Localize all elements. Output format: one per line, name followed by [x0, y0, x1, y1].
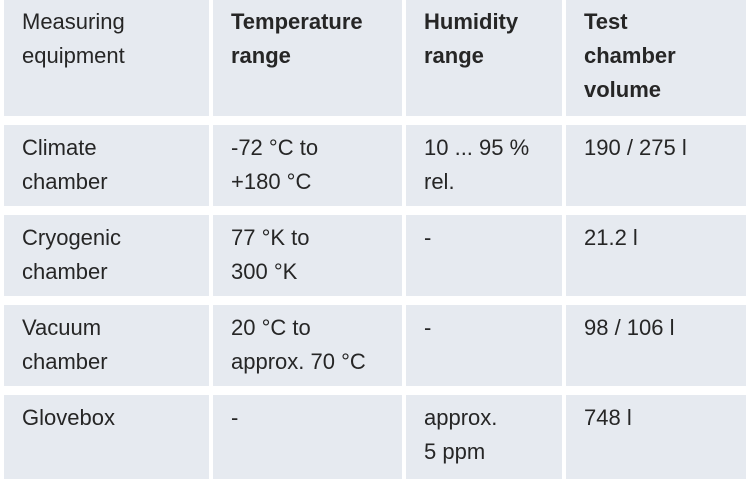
header-text-line: Measuring — [22, 9, 125, 34]
header-text-line: Test — [584, 9, 628, 34]
cell-text-line: Climate — [22, 135, 97, 160]
row-cell-volume: 748 l — [566, 395, 746, 479]
cell-text-line: +180 °C — [231, 169, 312, 194]
row-cell-volume: 190 / 275 l — [566, 125, 746, 206]
cell-text-line: chamber — [22, 349, 108, 374]
cell-text-line: Cryogenic — [22, 225, 122, 250]
header-text-line: Humidity — [424, 9, 519, 34]
cell-text-line: 190 / 275 l — [584, 135, 687, 160]
row-cell-equipment: Climate chamber — [4, 125, 209, 206]
cell-text-line: 10 ... 95 % — [424, 135, 530, 160]
row-cell-temperature: -72 °C to +180 °C — [213, 125, 402, 206]
row-cell-volume: 98 / 106 l — [566, 305, 746, 386]
cell-text-line: - — [231, 405, 239, 430]
row-cell-humidity: - — [406, 305, 562, 386]
cell-text-line: 748 l — [584, 405, 632, 430]
cell-text-line: Glovebox — [22, 405, 115, 430]
header-text-line: Temperature — [231, 9, 363, 34]
header-cell-test-chamber-volume: Test chamber volume — [566, 0, 746, 116]
cell-text-line: -72 °C to — [231, 135, 319, 160]
cell-text-line: Vacuum — [22, 315, 102, 340]
cell-text-line: 21.2 l — [584, 225, 638, 250]
row-cell-equipment: Vacuum chamber — [4, 305, 209, 386]
header-cell-humidity-range: Humidity range — [406, 0, 562, 116]
row-cell-temperature: 77 °K to 300 °K — [213, 215, 402, 296]
cell-text-line: chamber — [22, 169, 108, 194]
cell-text-line: - — [424, 315, 432, 340]
row-cell-humidity: - — [406, 215, 562, 296]
cell-text-line: - — [424, 225, 432, 250]
cell-text-line: chamber — [22, 259, 108, 284]
row-cell-humidity: 10 ... 95 % rel. — [406, 125, 562, 206]
cell-text-line: rel. — [424, 169, 455, 194]
header-text-line: range — [231, 43, 291, 68]
header-text-line: range — [424, 43, 484, 68]
header-text-line: chamber — [584, 43, 676, 68]
cell-text-line: 300 °K — [231, 259, 298, 284]
cell-text-line: 5 ppm — [424, 439, 486, 464]
row-cell-temperature: 20 °C to approx. 70 °C — [213, 305, 402, 386]
row-cell-equipment: Glovebox — [4, 395, 209, 479]
cell-text-line: 20 °C to — [231, 315, 311, 340]
cell-text-line: approx. — [424, 405, 498, 430]
row-cell-temperature: - — [213, 395, 402, 479]
row-cell-volume: 21.2 l — [566, 215, 746, 296]
cell-text-line: 98 / 106 l — [584, 315, 675, 340]
header-text-line: volume — [584, 77, 662, 102]
header-cell-measuring-equipment: Measuring equipment — [4, 0, 209, 116]
header-text-line: equipment — [22, 43, 125, 68]
cell-text-line: approx. 70 °C — [231, 349, 366, 374]
row-cell-humidity: approx. 5 ppm — [406, 395, 562, 479]
cell-text-line: 77 °K to — [231, 225, 310, 250]
row-cell-equipment: Cryogenic chamber — [4, 215, 209, 296]
header-cell-temperature-range: Temperature range — [213, 0, 402, 116]
